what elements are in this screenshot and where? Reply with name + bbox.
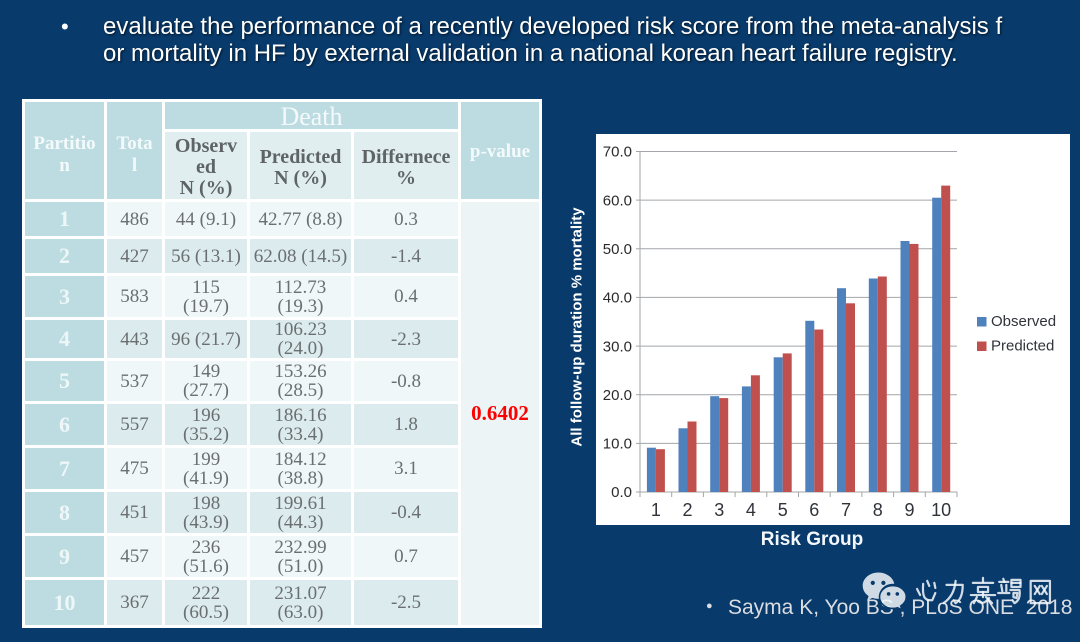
svg-text:60.0: 60.0 [603,192,632,209]
svg-text:70.0: 70.0 [603,144,632,161]
svg-text:Predicted: Predicted [991,338,1054,355]
svg-text:0.0: 0.0 [611,484,632,501]
svg-text:20.0: 20.0 [603,387,632,404]
svg-text:9: 9 [904,500,914,520]
svg-text:7: 7 [841,500,851,520]
svg-text:30.0: 30.0 [603,338,632,355]
svg-text:8: 8 [873,500,883,520]
svg-text:10.0: 10.0 [603,436,632,453]
svg-text:4: 4 [746,500,756,520]
svg-text:50.0: 50.0 [603,241,632,258]
svg-text:2: 2 [682,500,692,520]
svg-text:1: 1 [651,500,661,520]
svg-text:3: 3 [714,500,724,520]
svg-text:40.0: 40.0 [603,290,632,307]
svg-text:5: 5 [778,500,788,520]
svg-text:10: 10 [931,500,951,520]
svg-text:Observed: Observed [991,313,1056,330]
svg-text:6: 6 [809,500,819,520]
